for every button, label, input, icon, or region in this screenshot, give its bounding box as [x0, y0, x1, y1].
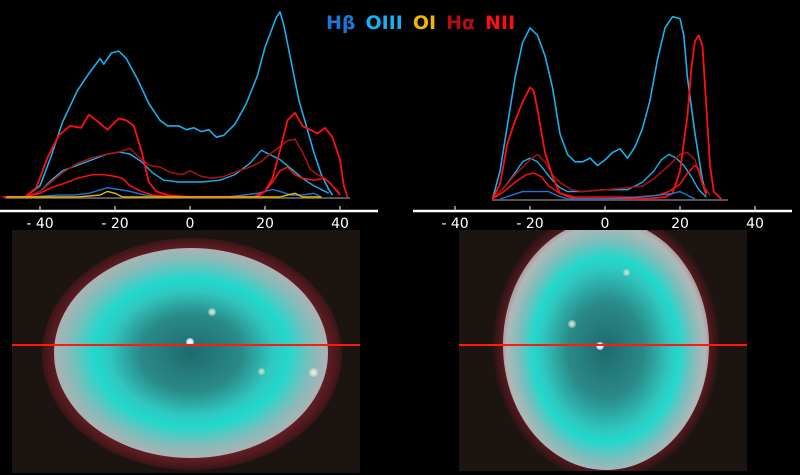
- x-tick-label: - 40: [441, 216, 468, 230]
- series-line-nii-faint: [492, 164, 708, 200]
- series-line-oiii: [491, 15, 708, 200]
- series-line-nii: [2, 111, 349, 198]
- right-profile-chart: - 40 - 20 0 20 40: [413, 15, 792, 230]
- left-profile-chart: - 40 - 20 0 20 40: [0, 11, 378, 230]
- x-tick-label: - 40: [26, 216, 53, 230]
- x-tick-label: - 20: [516, 216, 543, 230]
- x-tick-label: 40: [746, 216, 764, 230]
- x-tick-label: 0: [186, 216, 195, 230]
- x-tick-label: - 20: [101, 216, 128, 230]
- x-tick-label: 20: [671, 216, 689, 230]
- series-line-oi: [6, 190, 322, 198]
- slit-line: [459, 344, 747, 346]
- x-tick-label: 20: [256, 216, 274, 230]
- legend-item-halpha: Hα: [446, 12, 476, 34]
- x-tick-label: 40: [331, 216, 349, 230]
- legend-item-hbeta: Hβ: [326, 12, 356, 34]
- series-line-h-: [491, 151, 711, 200]
- slit-line: [12, 344, 360, 346]
- field-star: [623, 269, 630, 276]
- central-star: [186, 338, 194, 346]
- series-line-h-: [24, 138, 341, 198]
- legend: Hβ OIII OI Hα NII: [326, 12, 515, 34]
- profile-charts: - 40 - 20 0 20 40 - 40 - 20 0 20 40: [0, 11, 792, 230]
- legend-item-oi: OI: [412, 12, 437, 34]
- nebula-image-left: [12, 230, 360, 473]
- series-line-h-: [499, 190, 696, 200]
- series-line-nii: [491, 34, 722, 200]
- nebula-image-right: [459, 230, 747, 471]
- nebula-shell: [503, 230, 709, 470]
- nebula-shell: [54, 248, 328, 458]
- field-star: [309, 368, 318, 377]
- field-star: [208, 308, 216, 316]
- series-line-oiii: [6, 11, 334, 198]
- central-star: [596, 342, 604, 350]
- legend-item-oiii: OIII: [365, 12, 403, 34]
- field-star: [258, 368, 265, 375]
- x-tick-label: 0: [601, 216, 610, 230]
- field-star: [568, 320, 576, 328]
- legend-item-nii: NII: [485, 12, 516, 34]
- series-line-oiii-faint: [24, 149, 330, 198]
